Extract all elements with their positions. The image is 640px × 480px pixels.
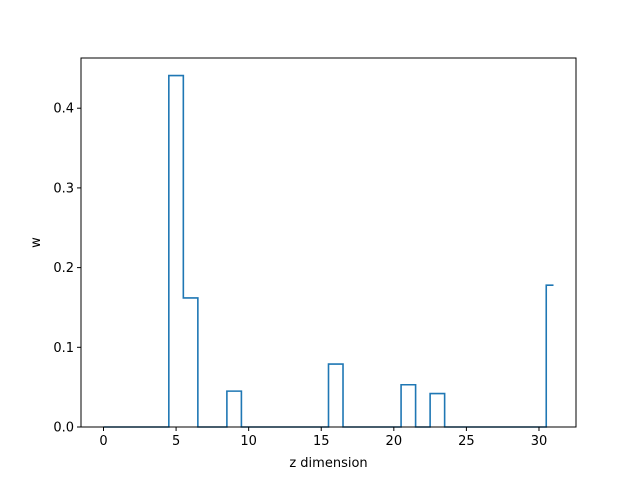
y-axis-label: w xyxy=(29,237,44,248)
y-tick-label: 0.0 xyxy=(53,421,74,436)
x-tick-label: 0 xyxy=(99,434,107,449)
y-axis: 0.0 0.1 0.2 0.3 0.4 xyxy=(53,102,81,436)
y-tick-label: 0.3 xyxy=(53,181,74,196)
x-tick-label: 20 xyxy=(386,434,403,449)
x-axis-label: z dimension xyxy=(289,456,367,471)
x-tick-label: 25 xyxy=(458,434,475,449)
x-axis: 0 5 10 15 20 25 30 xyxy=(99,427,547,449)
x-tick-label: 5 xyxy=(172,434,180,449)
x-tick-label: 10 xyxy=(240,434,257,449)
y-tick-label: 0.2 xyxy=(53,261,74,276)
axes-frame xyxy=(80,57,577,428)
x-tick-label: 30 xyxy=(531,434,548,449)
y-tick-label: 0.1 xyxy=(53,341,74,356)
y-tick-label: 0.4 xyxy=(53,102,74,117)
x-tick-label: 15 xyxy=(313,434,330,449)
